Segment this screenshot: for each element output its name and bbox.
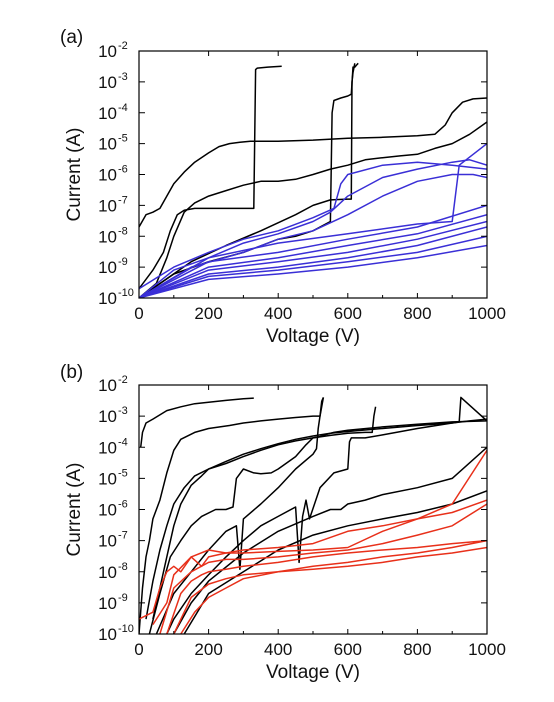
x-tick-label: 600 (334, 304, 362, 323)
y-tick-exponent: -8 (118, 561, 128, 573)
series-line-black-3 (139, 121, 487, 298)
series-line-red-13 (166, 539, 487, 634)
series-line-red-11 (152, 499, 487, 626)
y-tick-label: 10 (98, 73, 117, 92)
series-line-blue-11 (139, 213, 487, 298)
y-tick-label: 10 (98, 258, 117, 277)
y-tick-label: 10 (98, 166, 117, 185)
series-line-black-1 (139, 97, 487, 228)
series-line-black-8 (173, 446, 487, 634)
y-tick-label: 10 (98, 469, 117, 488)
x-tick-label: 0 (134, 304, 143, 323)
x-tick-label: 0 (134, 640, 143, 659)
y-tick-exponent: -10 (118, 623, 134, 635)
x-tick-label: 1000 (468, 640, 506, 659)
y-tick-label: 10 (98, 196, 117, 215)
y-tick-exponent: -9 (118, 256, 128, 268)
y-tick-exponent: -3 (118, 405, 128, 417)
series-line-black-4 (139, 62, 359, 298)
y-axis-label: Current (A) (64, 128, 85, 222)
y-tick-exponent: -6 (118, 499, 128, 511)
y-tick-exponent: -5 (118, 133, 128, 145)
y-tick-exponent: -2 (118, 40, 128, 52)
y-tick-exponent: -4 (118, 436, 128, 448)
y-tick-label: 10 (98, 532, 117, 551)
series-group (139, 62, 487, 298)
x-tick-label: 800 (403, 640, 431, 659)
y-tick-label: 10 (98, 438, 117, 457)
panel-label: (b) (60, 362, 83, 383)
y-tick-exponent: -5 (118, 467, 128, 479)
y-tick-exponent: -10 (118, 287, 134, 299)
y-tick-label: 10 (98, 594, 117, 613)
series-line-blue-9 (139, 143, 487, 298)
series-line-blue-15 (139, 244, 487, 298)
x-tick-label: 400 (264, 640, 292, 659)
series-group (139, 396, 487, 634)
series-line-red-12 (159, 503, 487, 634)
series-line-black-5 (148, 420, 487, 634)
y-tick-exponent: -3 (118, 71, 128, 83)
y-tick-exponent: -7 (118, 194, 128, 206)
series-line-red-10 (139, 449, 487, 620)
y-tick-label: 10 (98, 42, 117, 61)
series-line-red-14 (173, 539, 487, 634)
x-tick-label: 1000 (468, 304, 506, 323)
y-tick-label: 10 (98, 625, 117, 644)
series-line-black-9 (183, 490, 487, 634)
y-tick-label: 10 (98, 135, 117, 154)
series-line-blue-6 (139, 161, 487, 290)
series-line-blue-14 (139, 235, 487, 298)
y-tick-exponent: -8 (118, 225, 128, 237)
y-tick-label: 10 (98, 376, 117, 395)
series-line-black-6 (155, 397, 325, 634)
series-line-blue-12 (139, 220, 487, 298)
y-tick-label: 10 (98, 289, 117, 308)
series-line-black-5 (139, 63, 356, 298)
x-axis-label: Voltage (V) (266, 662, 360, 683)
series-line-black-2 (139, 65, 282, 290)
y-tick-exponent: -2 (118, 374, 128, 386)
series-line-blue-8 (139, 173, 487, 298)
series-line-black-1 (139, 397, 254, 448)
y-tick-label: 10 (98, 563, 117, 582)
y-tick-label: 10 (98, 407, 117, 426)
series-line-blue-10 (139, 204, 487, 298)
y-tick-exponent: -9 (118, 592, 128, 604)
panel-a: 0 200 400 600 800 100010-1010-910-810-710-610… (60, 27, 506, 347)
y-axis-label: Current (A) (64, 463, 85, 557)
y-tick-label: 10 (98, 501, 117, 520)
panel-b: 0 200 400 600 800 100010-1010-910-810-710-610… (60, 362, 506, 683)
y-tick-label: 10 (98, 227, 117, 246)
panel-label: (a) (60, 27, 83, 48)
series-line-black-2 (139, 397, 325, 634)
y-tick-exponent: -6 (118, 164, 128, 176)
x-tick-label: 600 (334, 640, 362, 659)
x-tick-label: 200 (194, 640, 222, 659)
y-tick-label: 10 (98, 104, 117, 123)
series-line-black-7 (166, 418, 487, 634)
series-line-blue-13 (139, 226, 487, 298)
x-tick-label: 400 (264, 304, 292, 323)
series-line-black-4 (152, 396, 487, 620)
y-tick-exponent: -7 (118, 530, 128, 542)
x-tick-label: 200 (194, 304, 222, 323)
x-axis-label: Voltage (V) (266, 326, 360, 347)
series-line-red-15 (180, 546, 487, 634)
y-tick-exponent: -4 (118, 102, 128, 114)
x-tick-label: 800 (403, 304, 431, 323)
series-line-black-3 (145, 406, 377, 620)
